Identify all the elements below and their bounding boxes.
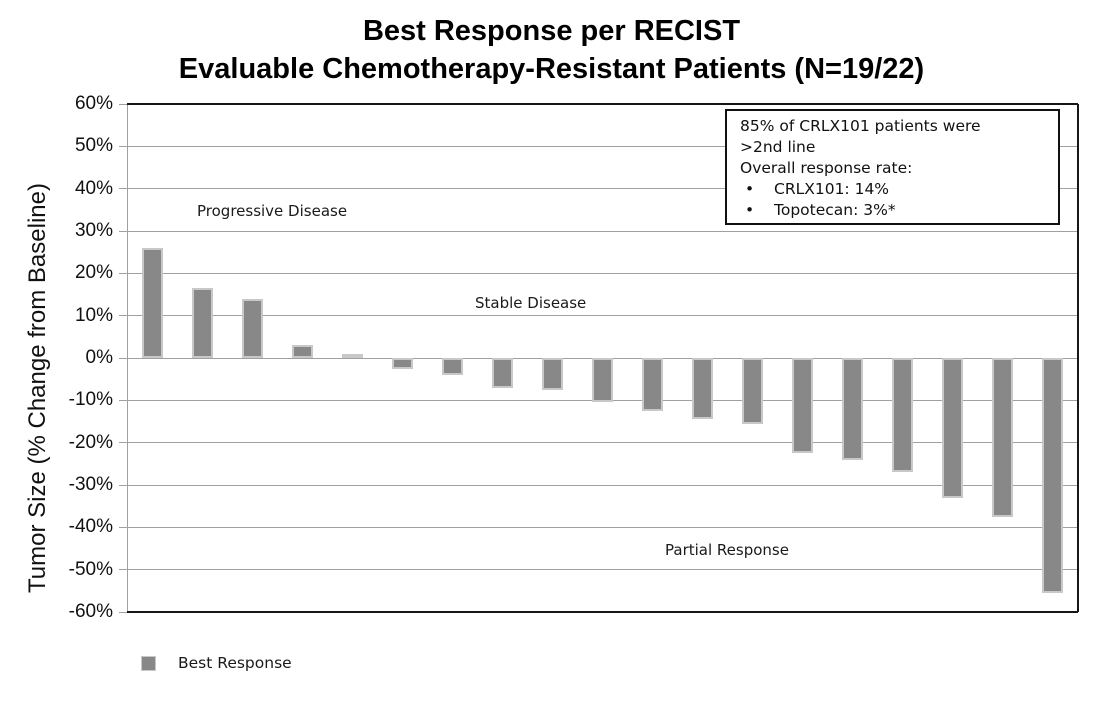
gridline (127, 145, 1078, 147)
gridline (127, 526, 1078, 528)
legend-marker (141, 655, 156, 671)
annotation-bullet: • CRLX101: 14% (740, 179, 1048, 200)
bar (1042, 358, 1064, 593)
chart-title: Best Response per RECIST (362, 15, 741, 47)
bar (291, 345, 313, 358)
bar (241, 298, 263, 358)
y-axis-tick-label: 60% (74, 93, 113, 114)
y-axis-tick-label: 30% (74, 220, 113, 241)
bar (742, 358, 764, 424)
y-axis-tick (119, 484, 127, 486)
y-axis-tick (119, 357, 127, 359)
gridline (127, 484, 1078, 486)
y-axis-tick-label: -40% (68, 516, 113, 538)
y-axis-tick-label: -50% (68, 558, 113, 580)
y-axis-tick-label: -10% (68, 389, 113, 411)
chart-subtitle: Evaluable Chemotherapy-Resistant Patient… (178, 53, 925, 85)
y-axis-tick (119, 569, 127, 571)
y-axis-tick (119, 103, 127, 105)
legend-label: Best Response (178, 654, 292, 672)
annotation-bullet: • Topotecan: 3%* (740, 200, 1048, 221)
gridline (127, 188, 1078, 190)
label-partial-response: Partial Response (665, 541, 789, 559)
y-axis-tick-label: -30% (68, 474, 113, 495)
legend: Best Response (141, 654, 292, 672)
annotation-box: 85% of CRLX101 patients were >2nd line Ove… (725, 109, 1060, 225)
bar (592, 358, 613, 403)
bar (792, 358, 814, 454)
y-axis-tick (119, 526, 127, 528)
annotation-line: >2nd line (740, 138, 816, 156)
gridline (127, 442, 1078, 444)
bar (441, 358, 463, 375)
bar (892, 358, 914, 473)
annotation-bullet-text: CRLX101: 14% (774, 180, 890, 198)
y-axis-tick (119, 272, 127, 274)
gridline (127, 569, 1078, 571)
y-axis-tick (119, 188, 127, 190)
gridline (127, 315, 1078, 317)
y-axis-line (127, 104, 128, 612)
label-stable-disease: Stable Disease (475, 294, 587, 312)
gridline (127, 230, 1078, 232)
label-progressive-disease: Progressive Disease (197, 202, 348, 220)
x-axis-line (127, 611, 1078, 613)
plot-area: Progressive Disease Stable Disease Parti… (119, 103, 1079, 613)
y-axis-tick (119, 230, 127, 232)
y-axis-tick-label: 10% (74, 304, 113, 326)
bar (692, 358, 714, 420)
y-axis-tick (119, 315, 127, 317)
plot-border-right (1077, 104, 1079, 612)
bar (642, 358, 664, 411)
plot-border-top (127, 103, 1078, 105)
bar (141, 247, 163, 358)
bullet-icon: • (745, 201, 755, 219)
y-axis-tick (119, 442, 127, 444)
annotation-line: 85% of CRLX101 patients were (740, 117, 981, 135)
bar (942, 358, 964, 498)
bar (191, 288, 213, 358)
y-axis-tick-label: 20% (74, 262, 113, 284)
y-axis-tick-label: -60% (68, 601, 113, 622)
bar (541, 358, 563, 390)
y-axis-tick (119, 145, 127, 147)
bar (491, 358, 513, 388)
y-axis-tick-label: 40% (74, 177, 113, 199)
y-axis-tick (119, 399, 127, 401)
gridline (127, 272, 1078, 274)
bullet-icon: • (745, 180, 755, 198)
bar (992, 358, 1014, 517)
y-axis-tick-label: -20% (68, 431, 113, 453)
y-axis-tick-label: 50% (74, 135, 113, 157)
y-axis-tick-label: 0% (85, 347, 113, 368)
chart-title-block: Best Response per RECIST Evaluable Chemo… (0, 12, 1103, 88)
bar (391, 358, 413, 369)
bar (341, 353, 363, 358)
y-axis-tick (119, 611, 127, 613)
bar (842, 358, 864, 460)
annotation-line: Overall response rate: (740, 159, 913, 177)
annotation-bullet-text: Topotecan: 3%* (774, 201, 896, 219)
